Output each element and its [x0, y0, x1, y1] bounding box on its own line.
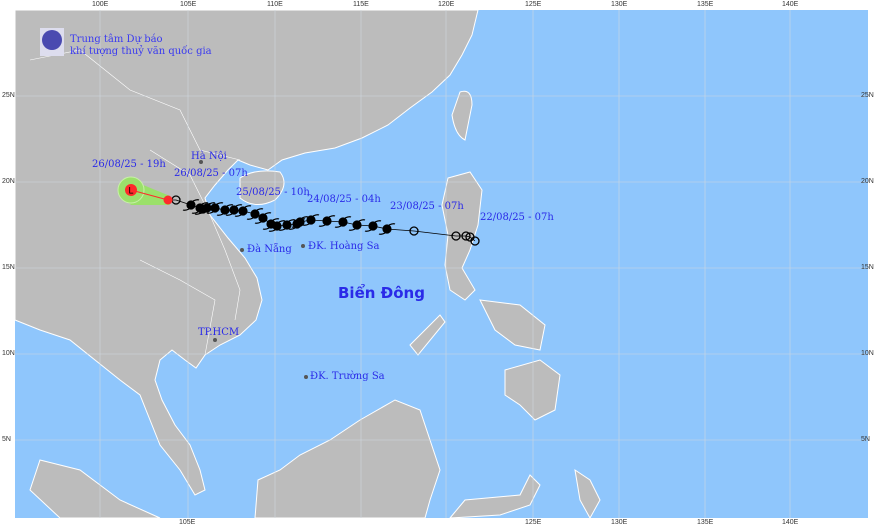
taiwan [451, 90, 473, 141]
lon-tick-label: 130E [611, 519, 628, 526]
storm-symbol-icon [262, 218, 280, 230]
storm-symbol-icon [191, 202, 209, 214]
org-title-1: Trung tâm Dự báo [70, 34, 163, 45]
current-position-icon [163, 195, 173, 205]
org-title-2: khí tượng thuỷ văn quốc gia [70, 46, 212, 57]
palawan [409, 314, 446, 356]
storm-symbol-icon [268, 220, 286, 232]
lon-tick-label: 140E [782, 1, 799, 8]
track-label: 23/08/25 - 07h [390, 201, 464, 212]
lat-tick-label: 15N [861, 264, 874, 271]
lon-tick-label: 135E [697, 519, 714, 526]
lon-tick-label: 115E [353, 1, 369, 8]
mindanao [504, 359, 561, 421]
storm-symbol-icon [246, 208, 264, 220]
sulawesi-east [574, 468, 601, 520]
storm-symbol-icon [334, 216, 352, 228]
lon-tick-label: 125E [525, 1, 542, 8]
lat-tick-label: 5N [2, 436, 11, 443]
place-hcm: TP.HCM [198, 327, 240, 338]
place-danang: Đà Nẵng [247, 244, 292, 255]
storm-symbol-icon [378, 223, 396, 235]
lon-tick-label: 125E [525, 519, 542, 526]
lat-tick-label: 20N [861, 178, 874, 185]
borders [29, 49, 241, 356]
sumatra [29, 459, 161, 519]
place-truongsa: ĐK. Trường Sa [310, 371, 385, 382]
place-hanoi: Hà Nội [191, 151, 227, 162]
graticule [15, 10, 868, 518]
storm-symbol-icon [318, 215, 336, 227]
lat-tick-label: 25N [861, 92, 874, 99]
open-circle-icon [461, 231, 471, 241]
lat-tick-label: 20N [2, 178, 15, 185]
track-label: 24/08/25 - 04h [307, 194, 381, 205]
lon-tick-label: 105E [180, 1, 197, 8]
lat-tick-label: 25N [2, 92, 15, 99]
lat-tick-label: 5N [861, 436, 870, 443]
lon-tick-label: 120E [438, 1, 455, 8]
storm-symbol-icon [348, 219, 366, 231]
storm-symbol-icon [182, 199, 200, 211]
track-label: 26/08/25 - 07h [174, 168, 248, 179]
lon-tick-label: 110E [267, 1, 283, 8]
forecast-line [130, 189, 169, 201]
nchmf-logo-emblem [42, 30, 62, 50]
track-label: 26/08/25 - 19h [92, 159, 166, 170]
lon-tick-label: 130E [611, 1, 628, 8]
open-circle-icon [409, 226, 419, 236]
storm-symbol-icon [234, 205, 252, 217]
place-hoangsa: ĐK. Hoàng Sa [308, 241, 380, 252]
lon-tick-label: 140E [782, 519, 799, 526]
open-circle-icon [465, 232, 475, 242]
open-circle-icon [451, 231, 461, 241]
storm-symbol-icon [364, 220, 382, 232]
storm-symbol-icon [206, 202, 224, 214]
place-markers [199, 160, 308, 379]
storm-symbol-icon [216, 204, 234, 216]
storm-symbol-icon [254, 212, 272, 224]
storm-symbol-icon [225, 204, 243, 216]
visayas [479, 299, 546, 351]
sulawesi [448, 474, 541, 519]
lon-tick-label: 135E [697, 1, 714, 8]
track-label: 22/08/25 - 07h [480, 212, 554, 223]
lon-tick-label: 105E [179, 519, 196, 526]
sea-name: Biển Đông [338, 284, 425, 302]
track-label: 25/08/25 - 10h [236, 187, 310, 198]
storm-symbol-icon [278, 219, 296, 231]
low-symbol: L [128, 186, 133, 196]
lat-tick-label: 10N [2, 350, 15, 357]
hainan [239, 170, 285, 205]
storm-symbol-icon [288, 218, 306, 230]
low-pressure-icon [125, 184, 137, 196]
borneo [254, 399, 441, 519]
lat-tick-label: 10N [861, 350, 874, 357]
lon-tick-label: 100E [92, 1, 109, 8]
mainland-asia [14, 9, 479, 496]
lat-tick-label: 15N [2, 264, 15, 271]
